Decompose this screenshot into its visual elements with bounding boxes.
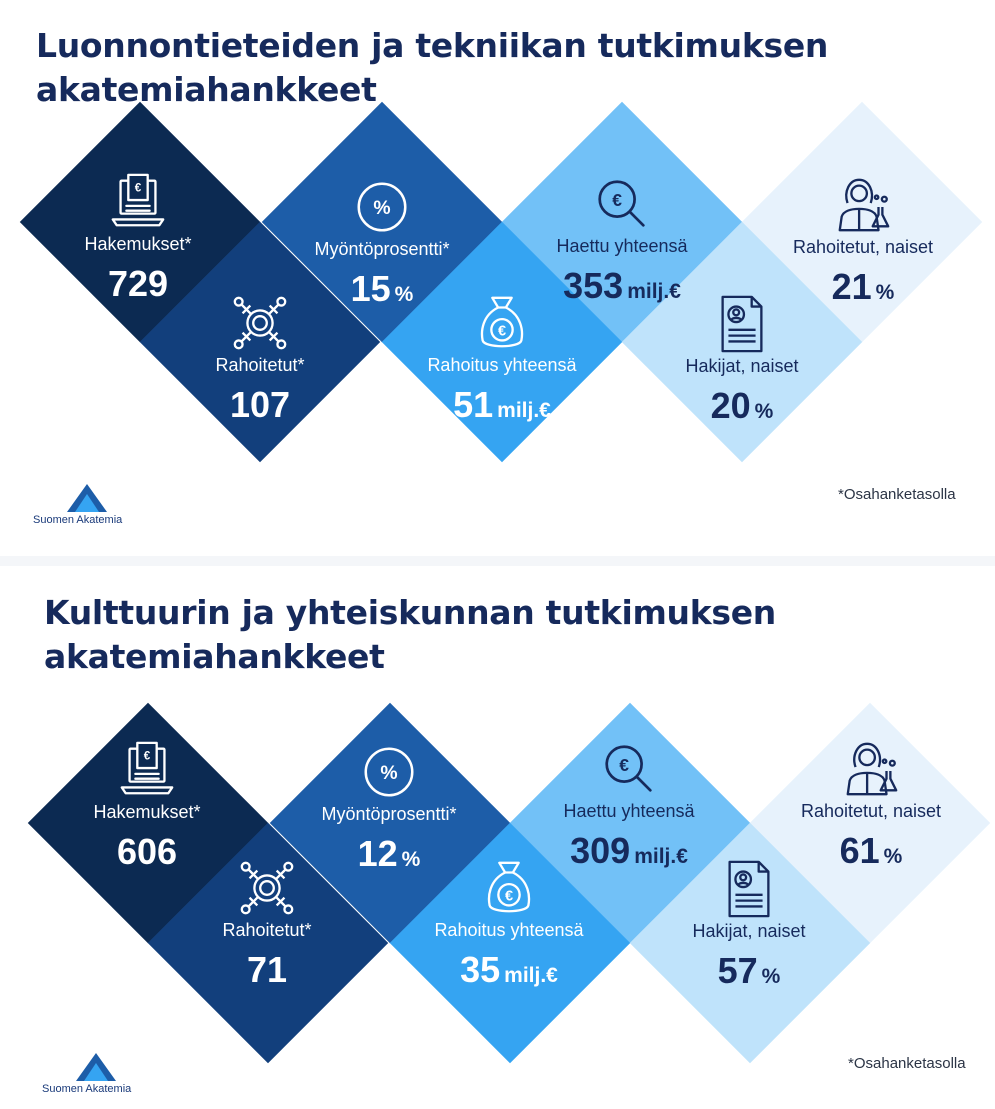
percent-circle-icon: % bbox=[358, 741, 420, 803]
stat-haettu-yhteensa: € Haettu yhteensä 353 milj.€ bbox=[502, 173, 742, 313]
hakijat-naiset-label: Hakijat, naiset bbox=[692, 921, 806, 941]
stat-myontoprosentti: % Myöntöprosentti* 12% bbox=[269, 741, 509, 881]
laptop-invoice-icon: € bbox=[116, 739, 178, 801]
haettu-yhteensa-value: 353 milj.€ bbox=[563, 265, 681, 306]
money-bag-icon: € bbox=[478, 857, 540, 919]
rahoitetut-naiset-value: 61% bbox=[839, 830, 903, 871]
laptop-invoice-icon: € bbox=[107, 171, 169, 233]
hakemukset-label: Hakemukset* bbox=[84, 234, 192, 254]
suomen-akatemia-logo: Suomen Akatemia bbox=[33, 484, 143, 534]
panel-divider bbox=[0, 556, 995, 566]
svg-text:€: € bbox=[135, 181, 142, 194]
myontoprosentti-label: Myöntöprosentti* bbox=[314, 239, 450, 259]
haettu-yhteensa-label: Haettu yhteensä bbox=[563, 801, 695, 821]
hakemukset-label: Hakemukset* bbox=[93, 802, 201, 822]
stat-haettu-yhteensa: € Haettu yhteensä 309 milj.€ bbox=[509, 738, 749, 878]
suomen-akatemia-logo: Suomen Akatemia bbox=[42, 1053, 152, 1103]
stat-rahoitetut-naiset: Rahoitetut, naiset 21% bbox=[743, 174, 983, 314]
myontoprosentti-label: Myöntöprosentti* bbox=[321, 804, 457, 824]
logo-text: Suomen Akatemia bbox=[33, 514, 123, 526]
rahoitus-yhteensa-value: 51 milj.€ bbox=[453, 384, 551, 425]
stat-hakijat-naiset: Hakijat, naiset 57% bbox=[629, 858, 869, 998]
panel-title: Luonnontieteiden ja tekniikan tutkimukse… bbox=[36, 24, 828, 112]
stat-rahoitetut-naiset: Rahoitetut, naiset 61% bbox=[751, 738, 991, 878]
hakijat-naiset-label: Hakijat, naiset bbox=[685, 356, 799, 376]
rahoitetut-label: Rahoitetut* bbox=[215, 355, 305, 375]
infographic-panel-science-technology: Luonnontieteiden ja tekniikan tutkimukse… bbox=[18, 24, 983, 534]
network-nodes-icon bbox=[229, 292, 291, 354]
myontoprosentti-value: 12% bbox=[357, 833, 421, 874]
stat-rahoitetut: Rahoitetut* 71 bbox=[147, 857, 387, 991]
percent-circle-icon: % bbox=[351, 176, 413, 238]
hakemukset-value: 729 bbox=[107, 263, 169, 304]
rahoitus-yhteensa-label: Rahoitus yhteensä bbox=[427, 355, 577, 375]
hakijat-naiset-value: 57% bbox=[717, 950, 781, 991]
svg-text:€: € bbox=[505, 889, 513, 905]
rahoitus-yhteensa-value: 35 milj.€ bbox=[460, 949, 558, 990]
euro-search-icon: € bbox=[598, 738, 660, 800]
title-line-2: akatemiahankkeet bbox=[36, 70, 377, 109]
woman-scientist-icon bbox=[840, 738, 902, 800]
svg-text:€: € bbox=[144, 749, 151, 762]
logo-text: Suomen Akatemia bbox=[42, 1083, 132, 1095]
rahoitetut-value: 71 bbox=[246, 949, 288, 990]
svg-text:€: € bbox=[619, 755, 629, 775]
title-line-1: Luonnontieteiden ja tekniikan tutkimukse… bbox=[36, 26, 829, 65]
rahoitetut-naiset-label: Rahoitetut, naiset bbox=[800, 801, 942, 821]
document-profile-icon bbox=[711, 293, 773, 355]
title-line-2: akatemiahankkeet bbox=[44, 637, 385, 676]
euro-search-icon: € bbox=[591, 173, 653, 235]
hakijat-naiset-value: 20% bbox=[710, 385, 774, 426]
title-line-1: Kulttuurin ja yhteiskunnan tutkimuksen bbox=[44, 593, 777, 632]
infographic-panel-culture-society: Kulttuurin ja yhteiskunnan tutkimuksen a… bbox=[0, 566, 995, 1109]
hakemukset-value: 606 bbox=[116, 831, 178, 872]
money-bag-icon: € bbox=[471, 292, 533, 354]
stat-rahoitus-yhteensa: € Rahoitus yhteensä 35 milj.€ bbox=[389, 857, 629, 997]
stat-hakemukset: € Hakemukset* 606 bbox=[27, 739, 267, 873]
logo-mark-icon bbox=[76, 1053, 116, 1081]
haettu-yhteensa-value: 309 milj.€ bbox=[570, 830, 688, 871]
haettu-yhteensa-label: Haettu yhteensä bbox=[556, 236, 688, 256]
rahoitus-yhteensa-label: Rahoitus yhteensä bbox=[434, 920, 584, 940]
svg-text:€: € bbox=[498, 324, 506, 340]
logo-mark-icon bbox=[67, 484, 107, 512]
footnote: *Osahanketasolla bbox=[848, 1055, 966, 1072]
stat-hakijat-naiset: Hakijat, naiset 20% bbox=[622, 293, 862, 433]
svg-text:%: % bbox=[373, 197, 390, 219]
stat-hakemukset: € Hakemukset* 729 bbox=[18, 171, 258, 305]
rahoitetut-label: Rahoitetut* bbox=[222, 920, 312, 940]
stat-rahoitetut: Rahoitetut* 107 bbox=[140, 292, 380, 426]
stat-myontoprosentti: % Myöntöprosentti* 15% bbox=[262, 176, 502, 316]
woman-scientist-icon bbox=[832, 174, 894, 236]
network-nodes-icon bbox=[236, 857, 298, 919]
myontoprosentti-value: 15% bbox=[350, 268, 414, 309]
document-profile-icon bbox=[718, 858, 780, 920]
rahoitetut-value: 107 bbox=[229, 384, 291, 425]
rahoitetut-naiset-label: Rahoitetut, naiset bbox=[792, 237, 934, 257]
svg-text:%: % bbox=[380, 762, 397, 784]
panel-title: Kulttuurin ja yhteiskunnan tutkimuksen a… bbox=[44, 591, 776, 679]
svg-text:€: € bbox=[612, 190, 622, 210]
stat-rahoitus-yhteensa: € Rahoitus yhteensä 51 milj.€ bbox=[382, 292, 622, 432]
footnote: *Osahanketasolla bbox=[838, 486, 956, 503]
rahoitetut-naiset-value: 21% bbox=[831, 266, 895, 307]
